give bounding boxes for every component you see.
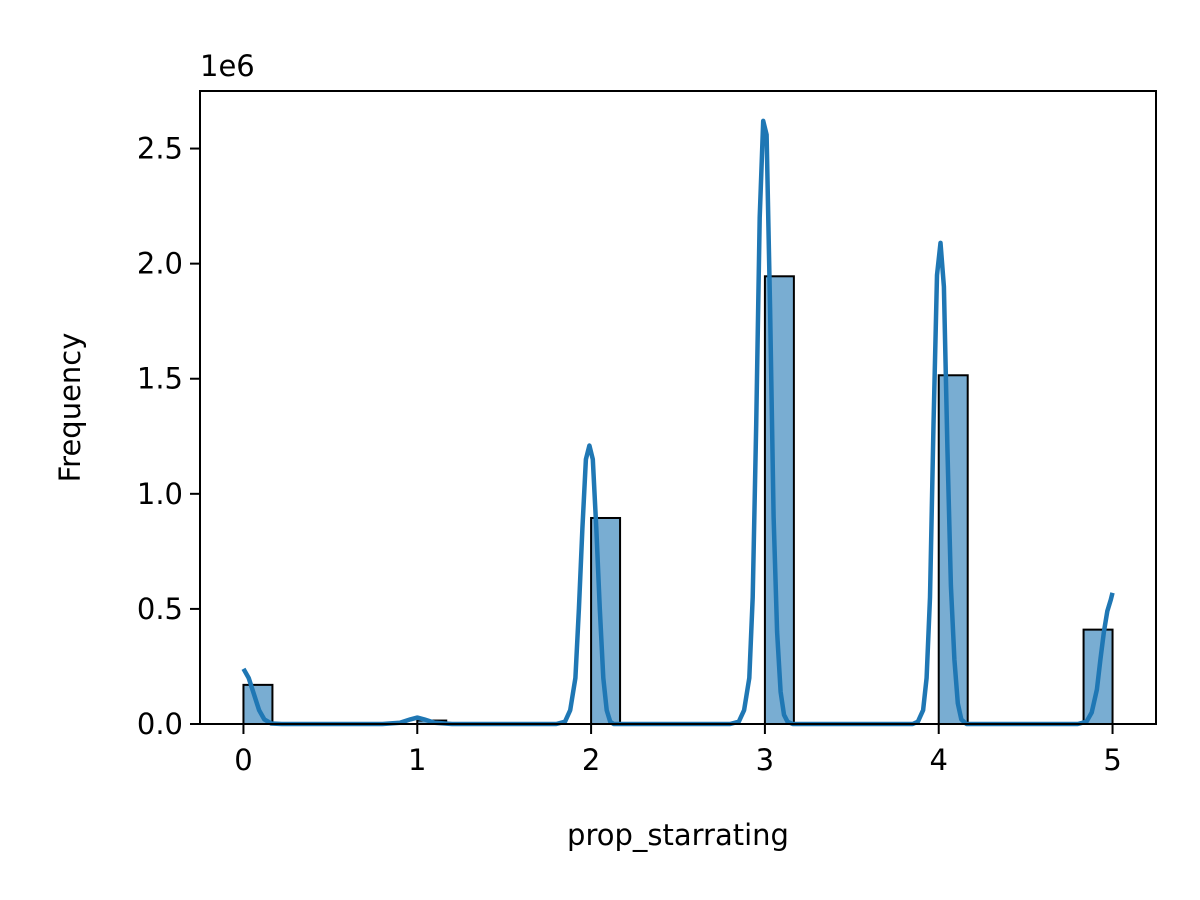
y-axis-label: Frequency (53, 333, 87, 483)
x-tick-label: 1 (408, 743, 426, 777)
y-tick-label: 1.0 (137, 477, 183, 511)
y-tick-label: 2.0 (137, 247, 183, 281)
x-tick-label: 5 (1103, 743, 1121, 777)
x-tick-label: 4 (930, 743, 948, 777)
y-axis-offset-label: 1e6 (200, 49, 255, 83)
x-axis-label: prop_starrating (567, 818, 789, 852)
axes-frame (199, 90, 1157, 725)
x-tick-label: 3 (756, 743, 774, 777)
x-tick-label: 2 (582, 743, 600, 777)
x-axis-ticks: 0 1 2 3 4 5 (234, 724, 1122, 777)
kde-curve (241, 118, 1115, 727)
y-tick-label: 2.5 (137, 132, 183, 166)
y-tick-label: 1.5 (137, 362, 183, 396)
y-axis-ticks: 0.0 0.5 1.0 1.5 2.0 2.5 (137, 132, 200, 741)
y-tick-label: 0.5 (137, 592, 183, 626)
x-tick-label: 0 (234, 743, 252, 777)
y-tick-label: 0.0 (137, 707, 183, 741)
bars-layer (242, 275, 1114, 726)
